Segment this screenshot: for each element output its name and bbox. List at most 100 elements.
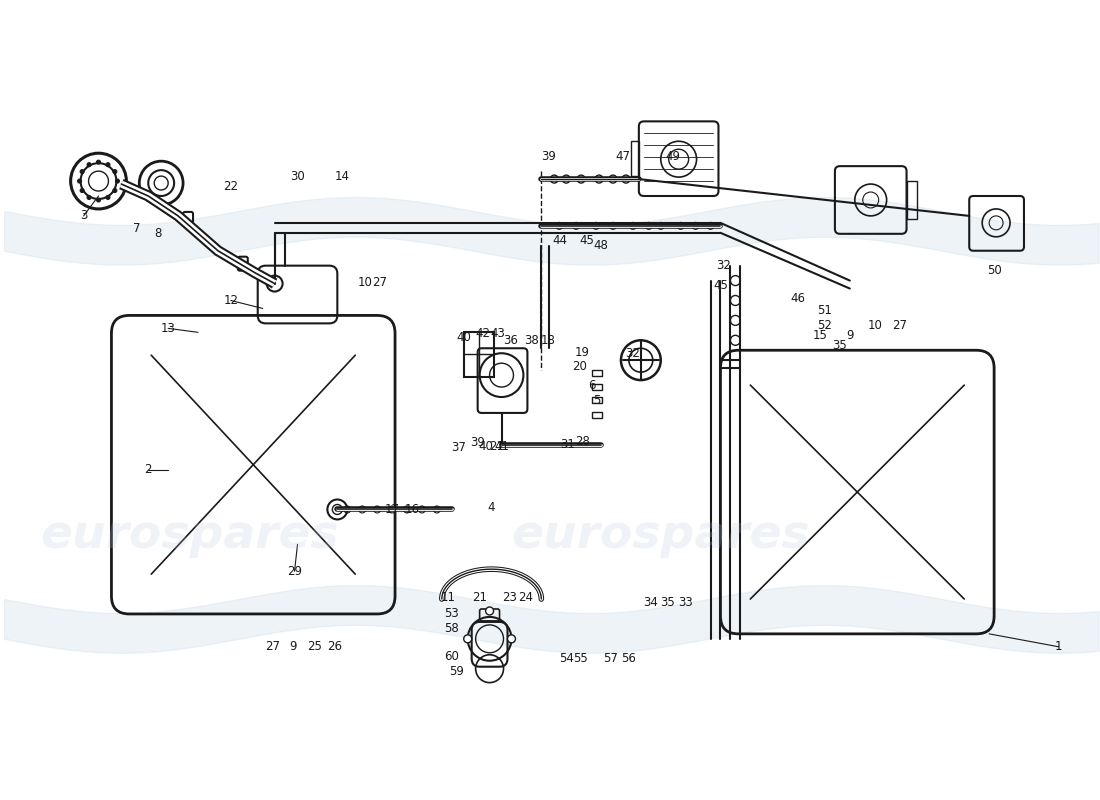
Text: 42: 42 (475, 327, 491, 340)
Circle shape (730, 295, 740, 306)
Circle shape (80, 170, 84, 174)
Text: 54: 54 (559, 652, 574, 666)
Text: 2: 2 (144, 463, 152, 476)
Text: 53: 53 (444, 607, 459, 621)
Circle shape (97, 198, 100, 202)
Circle shape (707, 222, 714, 230)
Text: 24: 24 (518, 590, 532, 603)
Text: 18: 18 (541, 334, 556, 346)
Circle shape (658, 222, 664, 230)
Text: 36: 36 (503, 334, 518, 346)
Circle shape (87, 195, 91, 199)
Circle shape (106, 162, 110, 166)
Circle shape (113, 189, 117, 193)
Text: 28: 28 (574, 435, 590, 448)
Text: 7: 7 (133, 222, 140, 235)
Text: 44: 44 (552, 234, 568, 247)
Text: 13: 13 (161, 322, 176, 335)
Text: 14: 14 (334, 170, 350, 182)
Text: eurospares: eurospares (41, 513, 340, 558)
Circle shape (507, 635, 516, 643)
Text: 10: 10 (358, 276, 373, 289)
Text: 33: 33 (679, 595, 693, 609)
Text: 49: 49 (666, 150, 680, 162)
Text: eurospares: eurospares (512, 513, 810, 558)
Text: 31: 31 (560, 438, 574, 451)
Circle shape (97, 160, 100, 164)
Circle shape (87, 162, 91, 166)
Bar (592, 412, 602, 418)
Circle shape (78, 179, 81, 183)
Text: 39: 39 (541, 150, 556, 162)
Circle shape (629, 222, 637, 230)
Text: 22: 22 (223, 179, 239, 193)
Circle shape (332, 505, 342, 514)
Circle shape (433, 506, 440, 513)
Text: 32: 32 (626, 346, 640, 360)
Text: 6: 6 (588, 378, 596, 391)
Circle shape (344, 506, 351, 513)
Circle shape (485, 607, 494, 615)
Text: 27: 27 (892, 319, 907, 332)
Circle shape (113, 170, 117, 174)
Text: 8: 8 (154, 227, 162, 240)
Text: 40: 40 (456, 331, 471, 344)
Text: 41: 41 (494, 440, 509, 454)
Text: 5: 5 (593, 394, 601, 406)
Text: 58: 58 (444, 622, 459, 635)
Circle shape (730, 315, 740, 326)
Text: 27: 27 (373, 276, 387, 289)
Text: 37: 37 (451, 442, 466, 454)
Text: 34: 34 (644, 595, 658, 609)
Circle shape (593, 222, 600, 230)
Circle shape (556, 222, 563, 230)
Text: 25: 25 (307, 640, 322, 654)
Text: 10: 10 (867, 319, 882, 332)
Text: 38: 38 (524, 334, 539, 346)
Text: 39: 39 (470, 436, 485, 450)
Circle shape (578, 175, 585, 183)
Text: 3: 3 (80, 210, 87, 222)
Text: 4: 4 (487, 501, 495, 514)
Text: 11: 11 (440, 590, 455, 603)
Text: 47: 47 (615, 150, 630, 162)
Text: 21: 21 (490, 440, 504, 454)
Text: 32: 32 (716, 259, 730, 272)
Circle shape (730, 276, 740, 286)
Bar (631, 142, 639, 176)
Circle shape (692, 222, 700, 230)
Text: 50: 50 (987, 264, 1001, 277)
Text: 30: 30 (290, 170, 305, 182)
Bar (906, 181, 916, 219)
Text: 45: 45 (580, 234, 594, 247)
Text: 48: 48 (594, 239, 608, 252)
Bar (592, 397, 602, 403)
Circle shape (374, 506, 381, 513)
Circle shape (595, 175, 603, 183)
Text: 17: 17 (385, 503, 399, 516)
Text: 56: 56 (621, 652, 636, 666)
Circle shape (80, 189, 84, 193)
Text: 26: 26 (327, 640, 342, 654)
Bar (464, 332, 494, 377)
Text: 1: 1 (1055, 640, 1063, 654)
Text: 23: 23 (502, 590, 517, 603)
Circle shape (106, 195, 110, 199)
Circle shape (609, 175, 617, 183)
Text: 16: 16 (405, 503, 419, 516)
Text: 35: 35 (833, 338, 847, 352)
Text: 57: 57 (604, 652, 618, 666)
Circle shape (562, 175, 570, 183)
Circle shape (609, 222, 616, 230)
Text: 40: 40 (478, 440, 493, 454)
Text: 43: 43 (491, 327, 505, 340)
Circle shape (359, 506, 365, 513)
Text: 27: 27 (265, 640, 280, 654)
Circle shape (404, 506, 410, 513)
Text: 51: 51 (817, 304, 833, 317)
Text: 9: 9 (846, 329, 854, 342)
Bar (592, 384, 602, 390)
Text: 52: 52 (817, 319, 833, 332)
Text: 12: 12 (223, 294, 239, 307)
Text: 20: 20 (572, 360, 586, 373)
